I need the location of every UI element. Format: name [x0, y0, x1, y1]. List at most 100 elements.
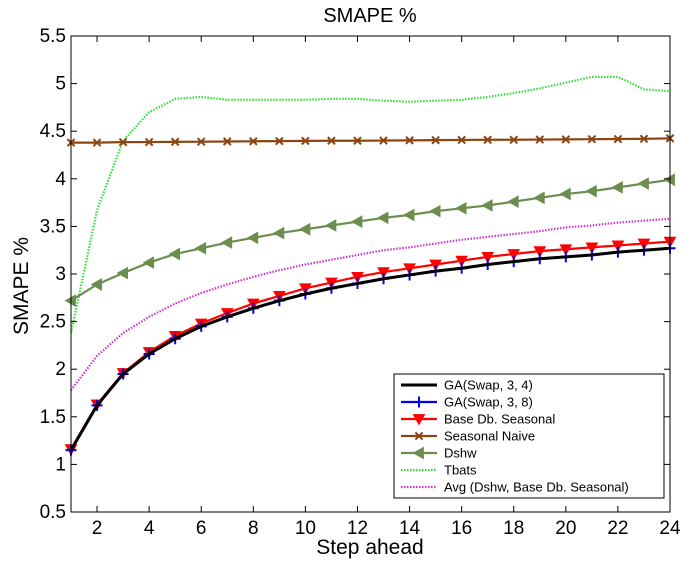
data-point	[327, 136, 336, 146]
y-tick-label: 4.5	[40, 121, 66, 142]
data-point	[403, 208, 415, 222]
data-point	[118, 137, 128, 147]
legend-label: Base Db. Seasonal	[444, 412, 555, 427]
data-point	[639, 134, 649, 144]
data-point	[350, 215, 363, 228]
data-point	[455, 201, 467, 215]
data-point	[561, 135, 571, 144]
data-point	[559, 187, 571, 201]
series-line	[71, 137, 671, 144]
data-point	[455, 255, 469, 268]
data-point	[481, 199, 493, 212]
x-tick-label: 6	[196, 518, 207, 539]
data-point	[533, 191, 545, 205]
y-tick-label: 1	[55, 454, 66, 475]
data-point	[353, 136, 362, 146]
data-point	[403, 263, 416, 275]
data-point	[429, 259, 442, 272]
y-tick-label: 2.5	[40, 312, 66, 333]
data-point	[248, 136, 258, 146]
data-point	[663, 173, 675, 187]
data-point	[194, 241, 207, 255]
legend-item: Base Db. Seasonal	[401, 412, 555, 427]
legend-label: Dshw	[444, 446, 477, 461]
x-tick-label: 20	[555, 518, 576, 539]
legend-item: GA(Swap, 3, 4)	[401, 378, 533, 393]
data-point	[507, 195, 519, 208]
data-point	[457, 135, 466, 145]
data-point	[64, 294, 76, 308]
data-point	[412, 414, 426, 426]
series-6	[70, 217, 671, 391]
legend-box	[393, 373, 665, 499]
data-point	[405, 136, 414, 145]
data-point	[431, 135, 440, 145]
data-point	[272, 226, 285, 240]
data-point	[298, 222, 311, 236]
x-tick-label: 14	[399, 518, 421, 539]
x-tick-label: 12	[347, 518, 368, 539]
data-point	[412, 446, 424, 460]
legend-label: Seasonal Naive	[444, 429, 535, 444]
series-3	[66, 134, 675, 147]
data-point	[481, 251, 495, 264]
data-point	[585, 184, 597, 198]
x-tick-label: 22	[607, 518, 628, 539]
data-point	[611, 181, 623, 194]
x-tick-label: 10	[295, 518, 316, 539]
x-tick-label: 18	[503, 518, 524, 539]
y-tick-label: 5.5	[40, 26, 66, 47]
series-line	[69, 246, 671, 451]
x-tick-label: 8	[248, 518, 259, 539]
data-point	[429, 204, 441, 218]
data-point	[92, 138, 102, 147]
data-point	[611, 240, 625, 252]
data-point	[220, 236, 233, 249]
data-point	[507, 249, 521, 261]
legend-item: GA(Swap, 3, 8)	[401, 395, 533, 410]
data-point	[222, 137, 232, 146]
data-point	[637, 238, 651, 251]
series-0	[69, 246, 671, 451]
data-point	[170, 137, 180, 147]
legend-label: GA(Swap, 3, 8)	[444, 395, 533, 410]
data-point	[559, 244, 573, 256]
legend-label: Tbats	[444, 463, 477, 478]
data-point	[613, 134, 623, 144]
data-point	[246, 231, 259, 245]
data-point	[144, 137, 154, 147]
x-tick-labels: 2 4 6 8 10 12 14 16 18 20 22 24	[92, 518, 681, 539]
data-point	[301, 136, 310, 146]
data-point	[637, 177, 649, 190]
data-point	[116, 266, 128, 280]
series-5	[69, 75, 671, 334]
series-line	[70, 217, 671, 391]
data-point	[535, 135, 545, 144]
y-tick-label: 2	[55, 359, 66, 380]
data-point	[533, 246, 547, 258]
x-tick-label: 24	[659, 518, 681, 539]
data-point	[142, 256, 155, 269]
y-tick-label: 3	[55, 264, 66, 285]
legend-item: Seasonal Naive	[401, 429, 535, 444]
y-tick-labels: 0.5 1 1.5 2 2.5 3 3.5 4 4.5 5 5.5	[40, 26, 67, 523]
axis-ticks	[71, 35, 671, 513]
y-tick-label: 3.5	[40, 216, 66, 237]
data-point	[413, 396, 425, 408]
data-point	[324, 219, 337, 232]
data-point	[377, 267, 390, 279]
data-point	[196, 137, 206, 146]
y-tick-label: 0.5	[40, 502, 66, 523]
series-line	[69, 75, 671, 334]
x-tick-label: 16	[451, 518, 472, 539]
data-point	[376, 211, 389, 225]
data-point	[587, 134, 597, 144]
data-point	[351, 271, 364, 284]
legend-item: Dshw	[401, 446, 477, 461]
x-axis-label: Step ahead	[316, 536, 423, 559]
legend-label: Avg (Dshw, Base Db. Seasonal)	[444, 480, 629, 495]
x-tick-label: 2	[92, 518, 103, 539]
data-point	[168, 247, 181, 261]
legend-label: GA(Swap, 3, 4)	[444, 378, 533, 393]
data-point	[90, 278, 102, 291]
